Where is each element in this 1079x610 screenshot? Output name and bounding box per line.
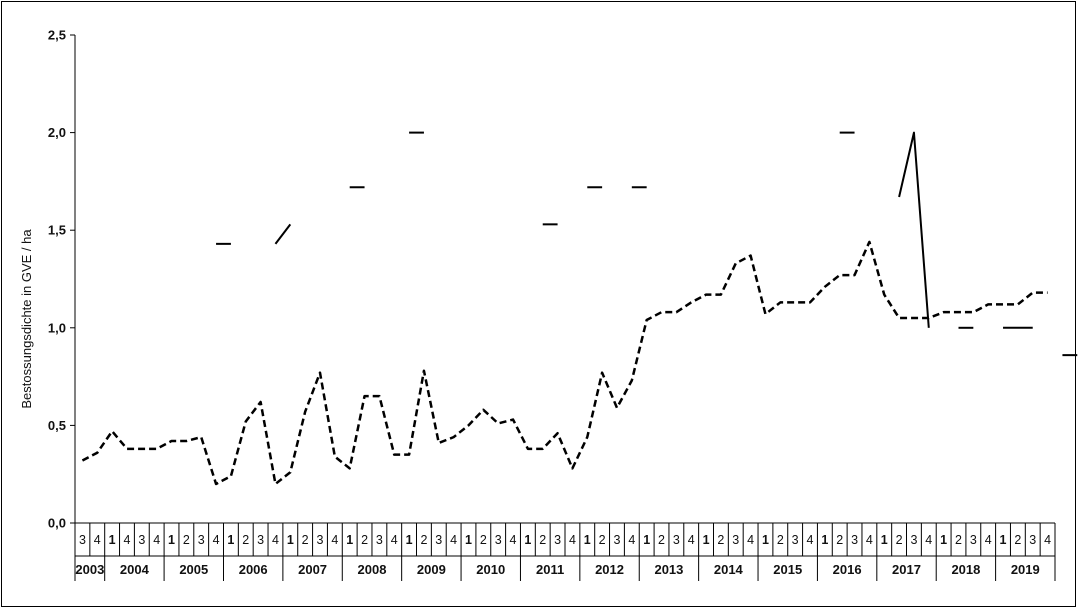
quarter-label: 3 (376, 533, 383, 547)
quarter-label: 3 (910, 533, 917, 547)
y-tick-label: 1,5 (48, 223, 66, 238)
quarter-label: 2 (777, 533, 784, 547)
quarter-label: 4 (985, 533, 992, 547)
quarter-label: 2 (420, 533, 427, 547)
quarter-label: 4 (1044, 533, 1051, 547)
quarter-label: 2 (896, 533, 903, 547)
quarter-label: 4 (391, 533, 398, 547)
y-axis-label: Bestossungsdichte in GVE / ha (19, 229, 34, 409)
year-label: 2017 (892, 562, 921, 577)
quarter-label: 4 (510, 533, 517, 547)
quarter-label: 1 (406, 533, 413, 547)
quarter-label: 2 (539, 533, 546, 547)
year-label: 2003 (75, 562, 104, 577)
quarter-label: 1 (703, 533, 710, 547)
quarter-label: 1 (168, 533, 175, 547)
quarter-label: 4 (272, 533, 279, 547)
quarter-label: 1 (1000, 533, 1007, 547)
quarter-label: 2 (361, 533, 368, 547)
quarter-label: 3 (792, 533, 799, 547)
quarter-label: 2 (480, 533, 487, 547)
quarter-label: 4 (94, 533, 101, 547)
quarter-label: 1 (881, 533, 888, 547)
year-label: 2011 (536, 562, 564, 577)
quarter-label: 3 (851, 533, 858, 547)
quarter-label: 2 (658, 533, 665, 547)
quarter-label: 2 (836, 533, 843, 547)
y-tick-label: 0,0 (48, 516, 66, 531)
quarter-label: 2 (1014, 533, 1021, 547)
quarter-label: 2 (242, 533, 249, 547)
quarter-label: 4 (331, 533, 338, 547)
year-label: 2014 (714, 562, 744, 577)
quarter-label: 1 (940, 533, 947, 547)
quarter-label: 2 (955, 533, 962, 547)
y-tick-label: 2,5 (48, 28, 66, 43)
year-label: 2010 (476, 562, 505, 577)
year-label: 2012 (595, 562, 624, 577)
quarter-label: 4 (747, 533, 754, 547)
quarter-label: 3 (435, 533, 442, 547)
quarter-label: 1 (584, 533, 591, 547)
quarter-label: 1 (524, 533, 531, 547)
quarter-label: 4 (925, 533, 932, 547)
quarter-label: 4 (866, 533, 873, 547)
quarter-label: 1 (109, 533, 116, 547)
quarter-label: 3 (198, 533, 205, 547)
quarter-label: 2 (599, 533, 606, 547)
quarter-label: 4 (628, 533, 635, 547)
y-tick-label: 1,0 (48, 320, 66, 335)
quarter-label: 3 (138, 533, 145, 547)
quarter-label: 3 (673, 533, 680, 547)
quarter-label: 1 (465, 533, 472, 547)
quarter-label: 1 (227, 533, 234, 547)
quarter-label: 3 (317, 533, 324, 547)
quarter-label: 4 (450, 533, 457, 547)
quarter-label: 4 (213, 533, 220, 547)
quarter-label: 3 (732, 533, 739, 547)
quarter-label: 4 (807, 533, 814, 547)
year-label: 2019 (1011, 562, 1040, 577)
quarter-label: 4 (153, 533, 160, 547)
series-2-line (898, 131, 930, 328)
year-label: 2009 (417, 562, 446, 577)
year-label: 2015 (773, 562, 802, 577)
y-tick-label: 2,0 (48, 125, 66, 140)
quarter-label: 3 (554, 533, 561, 547)
quarter-label: 4 (569, 533, 576, 547)
quarter-label: 1 (643, 533, 650, 547)
quarter-label: 4 (688, 533, 695, 547)
year-label: 2013 (654, 562, 683, 577)
quarter-label: 1 (287, 533, 294, 547)
quarter-label: 1 (762, 533, 769, 547)
year-label: 2005 (179, 562, 208, 577)
quarter-label: 3 (1029, 533, 1036, 547)
quarter-label: 3 (495, 533, 502, 547)
quarter-label: 1 (346, 533, 353, 547)
quarter-label: 3 (257, 533, 264, 547)
quarter-label: 2 (183, 533, 190, 547)
year-label: 2016 (833, 562, 862, 577)
quarter-label: 3 (970, 533, 977, 547)
quarter-label: 2 (302, 533, 309, 547)
y-tick-label: 0,5 (48, 418, 66, 433)
quarter-label: 3 (613, 533, 620, 547)
quarter-label: 3 (79, 533, 86, 547)
quarter-label: 4 (123, 533, 130, 547)
year-label: 2004 (120, 562, 150, 577)
series-2-line (274, 223, 292, 245)
series-1-line (81, 240, 1048, 486)
quarter-label: 2 (717, 533, 724, 547)
quarter-label: 1 (821, 533, 828, 547)
year-label: 2008 (358, 562, 387, 577)
year-label: 2018 (951, 562, 980, 577)
year-label: 2006 (239, 562, 268, 577)
year-label: 2007 (298, 562, 327, 577)
